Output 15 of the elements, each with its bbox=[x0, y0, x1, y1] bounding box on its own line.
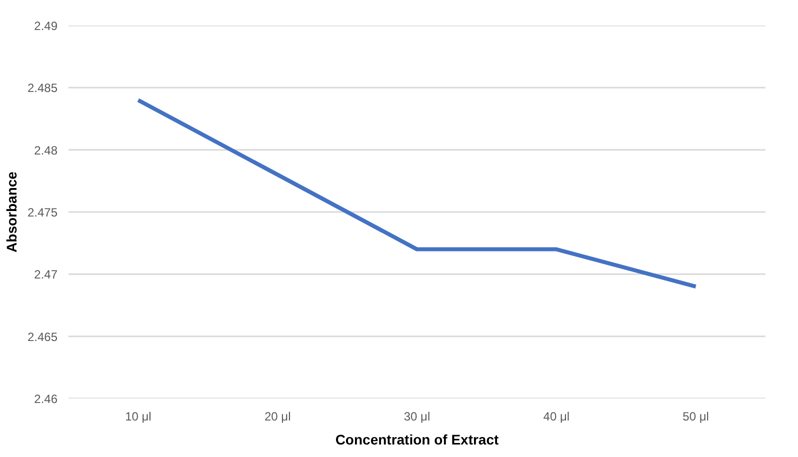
y-tick-label: 2.49 bbox=[34, 19, 58, 33]
y-tick-label: 2.465 bbox=[27, 330, 58, 344]
y-tick-label: 2.485 bbox=[27, 81, 58, 96]
y-tick-label: 2.475 bbox=[27, 206, 58, 220]
x-axis-title: Concentration of Extract bbox=[335, 432, 500, 448]
y-tick-label: 2.47 bbox=[34, 268, 58, 282]
y-tick-label: 2.48 bbox=[34, 143, 58, 158]
x-tick-label: 40 μl bbox=[543, 410, 570, 424]
y-tick-label: 2.46 bbox=[34, 392, 58, 406]
y-axis-title: Absorbance bbox=[3, 171, 20, 252]
x-tick-label: 30 μl bbox=[404, 410, 430, 424]
x-tick-label: 50 μl bbox=[682, 410, 709, 424]
line-series bbox=[136, 98, 698, 289]
x-tick-label: 20 μl bbox=[264, 410, 291, 424]
x-tick-label: 10 μl bbox=[125, 410, 152, 424]
